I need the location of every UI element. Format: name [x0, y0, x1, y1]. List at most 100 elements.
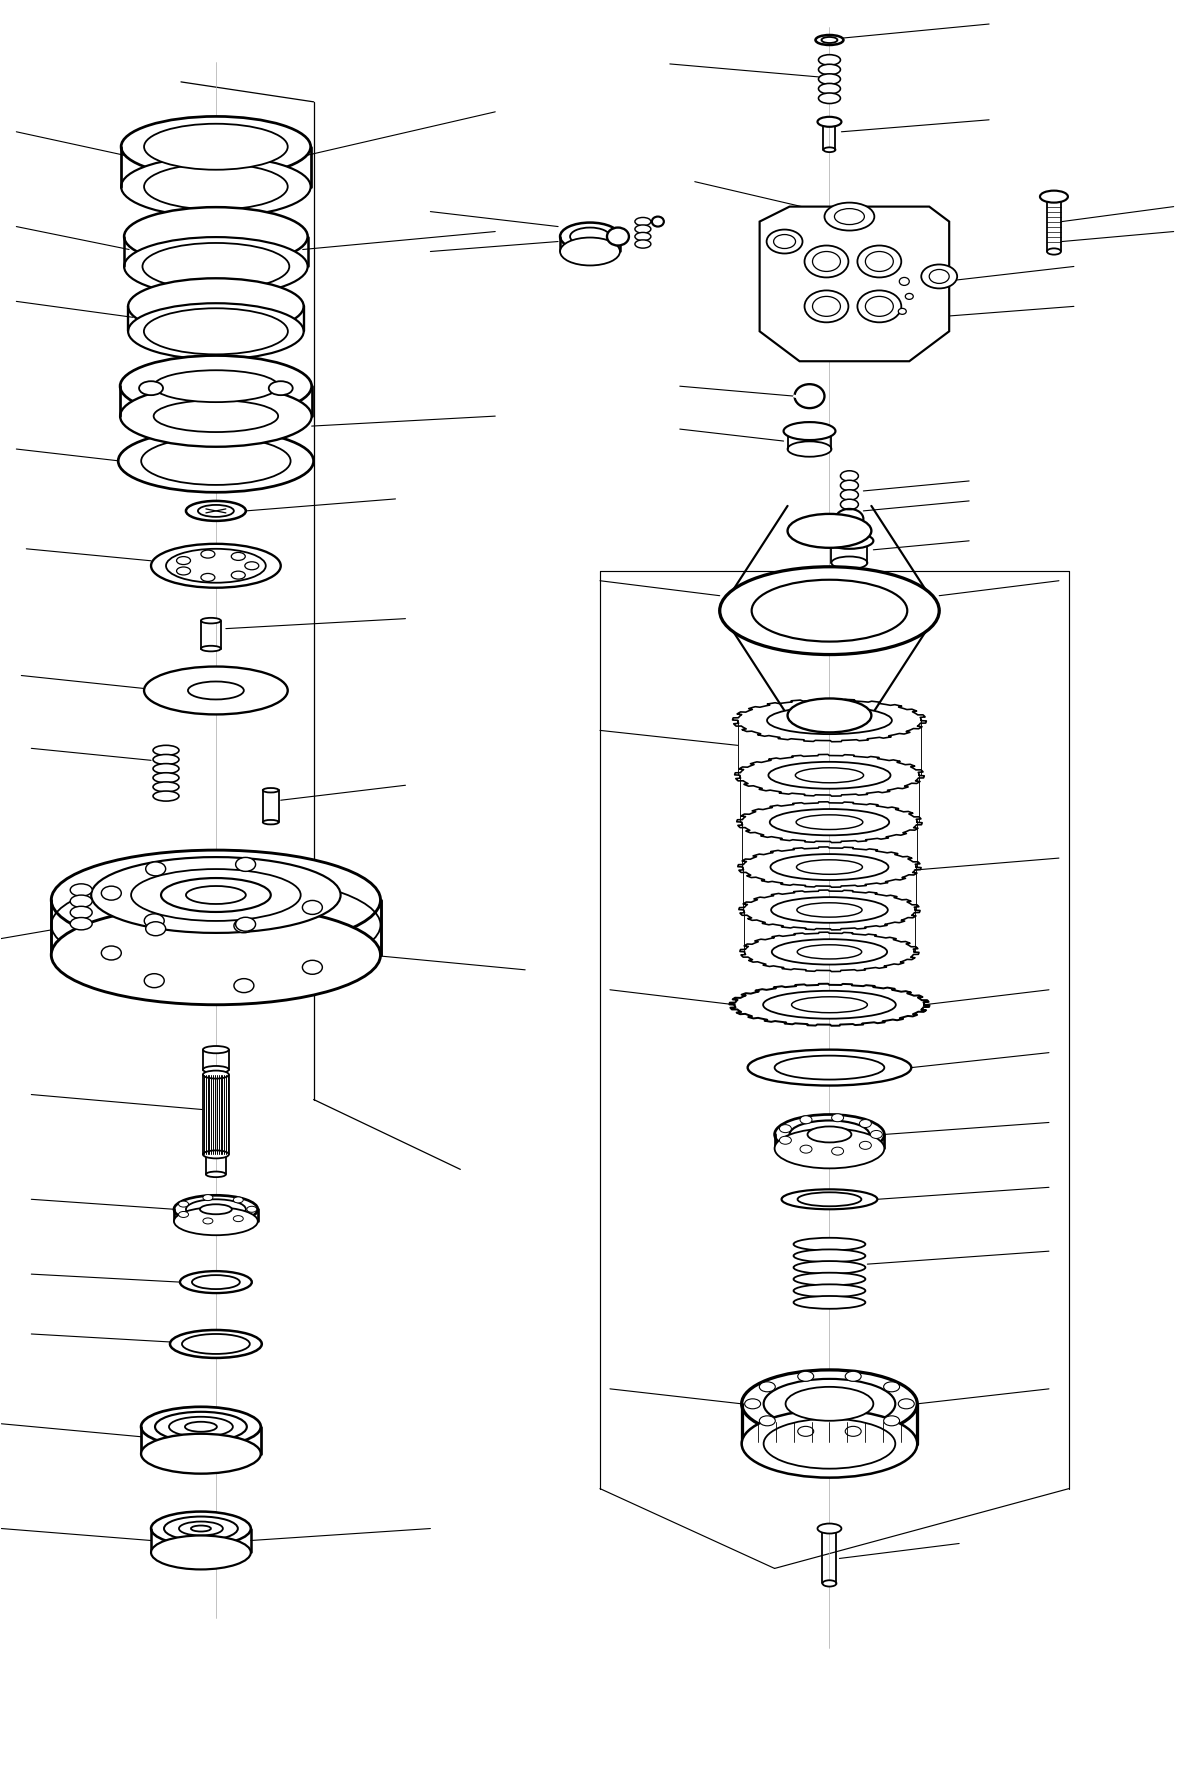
FancyBboxPatch shape	[822, 1528, 837, 1583]
Ellipse shape	[742, 1370, 917, 1438]
Ellipse shape	[51, 851, 381, 949]
Ellipse shape	[788, 698, 871, 733]
Ellipse shape	[174, 1207, 257, 1236]
Ellipse shape	[203, 1150, 229, 1159]
Ellipse shape	[796, 860, 863, 874]
Ellipse shape	[192, 1275, 239, 1290]
Ellipse shape	[560, 238, 620, 265]
Ellipse shape	[905, 294, 913, 299]
Ellipse shape	[186, 887, 245, 904]
FancyBboxPatch shape	[788, 432, 832, 450]
Ellipse shape	[804, 245, 849, 278]
Ellipse shape	[794, 1297, 865, 1309]
Ellipse shape	[922, 265, 958, 288]
Ellipse shape	[206, 1171, 226, 1177]
Ellipse shape	[898, 1399, 915, 1410]
Ellipse shape	[153, 772, 180, 783]
Ellipse shape	[865, 296, 893, 317]
Ellipse shape	[178, 1211, 188, 1218]
Ellipse shape	[859, 1119, 871, 1128]
Ellipse shape	[233, 978, 254, 992]
FancyBboxPatch shape	[824, 122, 836, 150]
Ellipse shape	[819, 56, 840, 64]
Ellipse shape	[203, 1071, 229, 1078]
FancyBboxPatch shape	[203, 1050, 229, 1069]
Ellipse shape	[764, 1418, 895, 1469]
Polygon shape	[760, 206, 949, 362]
Ellipse shape	[203, 1218, 213, 1223]
Ellipse shape	[819, 73, 840, 84]
Ellipse shape	[51, 904, 381, 1005]
Ellipse shape	[145, 913, 164, 928]
Ellipse shape	[834, 208, 864, 224]
Ellipse shape	[795, 713, 864, 729]
Ellipse shape	[832, 534, 868, 546]
Ellipse shape	[800, 1144, 812, 1153]
Ellipse shape	[819, 93, 840, 104]
Ellipse shape	[1040, 190, 1068, 202]
Ellipse shape	[784, 423, 836, 441]
Ellipse shape	[788, 423, 832, 439]
Ellipse shape	[201, 618, 221, 623]
Ellipse shape	[771, 897, 888, 922]
Ellipse shape	[759, 1383, 776, 1392]
Ellipse shape	[200, 1204, 232, 1214]
Ellipse shape	[151, 1535, 251, 1569]
Ellipse shape	[180, 1272, 251, 1293]
Ellipse shape	[791, 998, 868, 1012]
Ellipse shape	[719, 566, 940, 654]
Ellipse shape	[169, 1417, 233, 1436]
Ellipse shape	[815, 36, 844, 45]
Ellipse shape	[1047, 193, 1061, 201]
Ellipse shape	[233, 919, 254, 933]
Ellipse shape	[142, 244, 290, 290]
Ellipse shape	[859, 1141, 871, 1150]
Ellipse shape	[245, 562, 259, 570]
Ellipse shape	[822, 1526, 837, 1531]
Ellipse shape	[797, 1372, 814, 1381]
Ellipse shape	[773, 235, 796, 249]
Ellipse shape	[186, 501, 245, 521]
Ellipse shape	[146, 922, 165, 935]
Ellipse shape	[788, 514, 871, 548]
Ellipse shape	[929, 269, 949, 283]
Ellipse shape	[174, 1195, 257, 1223]
Ellipse shape	[883, 1417, 900, 1426]
Ellipse shape	[883, 1383, 900, 1392]
Ellipse shape	[870, 1130, 882, 1139]
Ellipse shape	[768, 761, 891, 788]
Ellipse shape	[180, 1522, 223, 1535]
Ellipse shape	[770, 810, 889, 835]
Ellipse shape	[840, 489, 858, 500]
Ellipse shape	[102, 946, 121, 960]
Ellipse shape	[764, 990, 895, 1019]
Ellipse shape	[132, 869, 300, 921]
Ellipse shape	[840, 500, 858, 510]
Ellipse shape	[139, 381, 163, 396]
Ellipse shape	[164, 1517, 238, 1540]
Ellipse shape	[634, 240, 651, 249]
Ellipse shape	[774, 1128, 885, 1168]
Ellipse shape	[233, 1216, 243, 1221]
Ellipse shape	[124, 236, 308, 296]
Ellipse shape	[153, 745, 180, 756]
Ellipse shape	[166, 548, 266, 582]
Ellipse shape	[560, 222, 620, 251]
Ellipse shape	[857, 290, 901, 322]
Ellipse shape	[141, 1406, 261, 1447]
Ellipse shape	[153, 763, 180, 774]
Ellipse shape	[857, 245, 901, 278]
Ellipse shape	[794, 1284, 865, 1297]
Ellipse shape	[303, 960, 322, 974]
Ellipse shape	[774, 1114, 885, 1155]
Ellipse shape	[71, 896, 92, 908]
Ellipse shape	[790, 1121, 869, 1148]
Ellipse shape	[832, 1114, 844, 1121]
Ellipse shape	[182, 1334, 250, 1354]
Ellipse shape	[745, 1399, 760, 1410]
Ellipse shape	[797, 903, 862, 917]
Ellipse shape	[813, 296, 840, 317]
Ellipse shape	[91, 858, 341, 933]
Ellipse shape	[742, 1410, 917, 1478]
Ellipse shape	[269, 381, 293, 396]
